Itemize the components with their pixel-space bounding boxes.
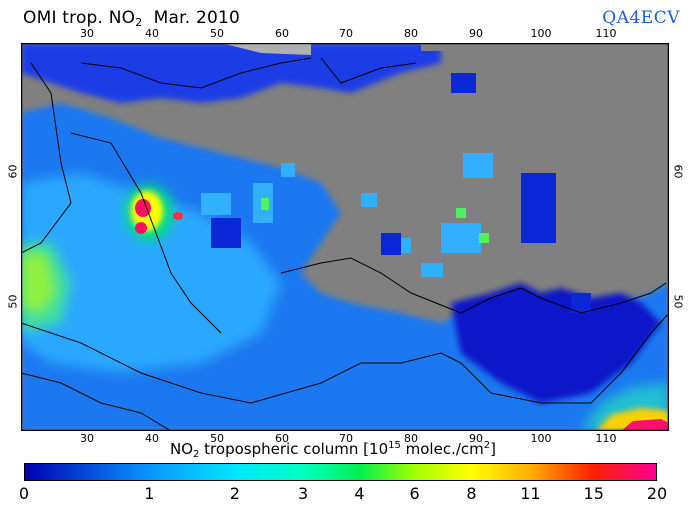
colorbar-title: NO2 tropospheric column [1015 molec./cm2… xyxy=(170,440,496,460)
colorbar-tick-label: 3 xyxy=(298,484,309,503)
colorbar-tick-label: 15 xyxy=(583,484,604,503)
lon-tick-label: 40 xyxy=(145,432,159,445)
lon-tick-label: 90 xyxy=(469,27,483,40)
lon-tick-label: 50 xyxy=(210,432,224,445)
lat-tick-label: 50 xyxy=(671,294,685,309)
colorbar-tick-label: 8 xyxy=(466,484,477,503)
lat-tick-label: 50 xyxy=(6,294,20,309)
colorbar-tick-label: 11 xyxy=(520,484,541,503)
lon-tick-label: 50 xyxy=(210,27,224,40)
title-subscript: 2 xyxy=(135,16,143,29)
lat-tick-label: 60 xyxy=(671,164,685,179)
colorbar xyxy=(24,463,657,481)
lon-tick-label: 30 xyxy=(80,432,94,445)
colorbar-tick-label: 0 xyxy=(18,484,30,503)
lon-tick-label: 40 xyxy=(145,27,159,40)
lon-tick-label: 30 xyxy=(80,27,94,40)
colorbar-tick-label: 1 xyxy=(144,484,155,503)
lat-tick-label: 60 xyxy=(6,164,20,179)
brand-logo: QA4ECV xyxy=(602,8,680,28)
map-frame xyxy=(21,43,669,431)
title-date: Mar. 2010 xyxy=(142,8,241,28)
lon-tick-label: 60 xyxy=(275,432,289,445)
title-text: OMI trop. NO xyxy=(23,8,136,28)
lon-tick-label: 70 xyxy=(339,27,353,40)
colorbar-tick-label: 20 xyxy=(646,484,668,503)
no2-map xyxy=(21,43,669,431)
colorbar-tick-label: 2 xyxy=(229,484,240,503)
lon-tick-label: 110 xyxy=(595,432,617,445)
lon-tick-label: 60 xyxy=(275,27,289,40)
colorbar-tick-label: 6 xyxy=(409,484,420,503)
lon-tick-label: 110 xyxy=(595,27,617,40)
colorbar-tick-label: 4 xyxy=(354,484,365,503)
lon-tick-label: 100 xyxy=(530,27,552,40)
lon-tick-label: 90 xyxy=(469,432,483,445)
lon-tick-label: 80 xyxy=(404,432,418,445)
lon-tick-label: 70 xyxy=(339,432,353,445)
lon-tick-label: 80 xyxy=(404,27,418,40)
page-title: OMI trop. NO2 Mar. 2010 xyxy=(23,8,240,29)
lon-tick-label: 100 xyxy=(530,432,552,445)
